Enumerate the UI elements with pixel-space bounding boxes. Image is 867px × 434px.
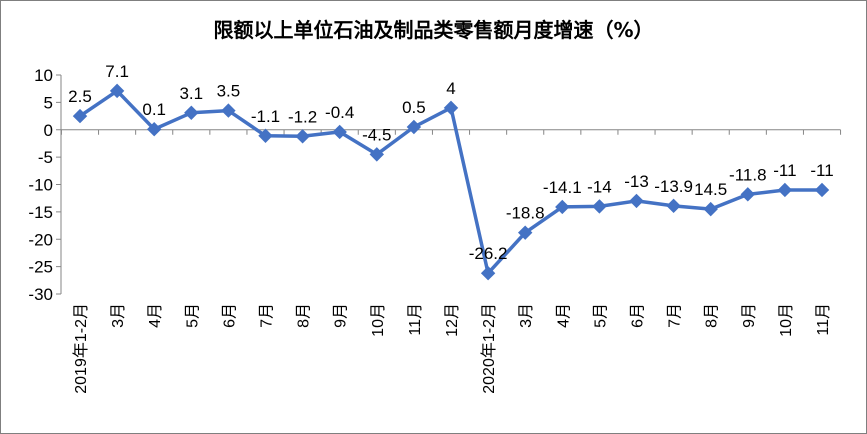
data-point	[295, 129, 310, 144]
data-label: 7.1	[105, 62, 129, 81]
x-tick-label: 12月	[444, 303, 461, 337]
data-point	[369, 147, 385, 162]
x-tick-label: 7月	[259, 303, 276, 328]
x-tick-label: 7月	[667, 303, 684, 328]
data-label: 4	[446, 79, 455, 98]
x-tick-label: 5月	[592, 303, 609, 328]
chart-title: 限额以上单位石油及制品类零售额月度增速（%）	[213, 18, 654, 42]
x-tick-label: 9月	[741, 303, 758, 328]
data-label: -18.8	[506, 204, 545, 223]
data-point	[221, 103, 236, 118]
y-tick-label: 10	[34, 66, 53, 85]
data-label: -14.1	[543, 178, 582, 197]
x-tick-label: 11月	[815, 303, 832, 336]
data-point	[592, 199, 607, 214]
x-tick-label: 9月	[333, 303, 350, 328]
x-tick-label: 8月	[704, 303, 721, 328]
y-tick-label: 0	[44, 121, 53, 140]
data-point	[184, 105, 199, 120]
data-label: -13.9	[654, 177, 693, 196]
data-point	[703, 201, 718, 217]
x-tick-label: 3月	[518, 303, 535, 328]
data-point	[332, 124, 347, 140]
data-label: 14.5	[694, 180, 727, 199]
data-point	[480, 265, 496, 281]
series	[72, 83, 830, 281]
x-tick-label: 4月	[147, 303, 164, 328]
x-tick-label: 2019年1-2月	[72, 303, 90, 394]
x-tick-label: 8月	[296, 303, 313, 328]
y-tick-label: -25	[28, 258, 53, 277]
data-label: -11.8	[729, 165, 767, 184]
y-axis: 10 5 0 -5 -10 -15 -20 -25 -30	[28, 66, 62, 304]
data-label: 0.5	[402, 98, 426, 117]
x-tick-label: 10月	[370, 303, 387, 337]
data-point	[517, 225, 533, 240]
y-tick-label: -10	[28, 176, 53, 195]
y-tick-label: 5	[44, 93, 53, 112]
data-point	[72, 108, 88, 124]
data-label: -26.2	[469, 244, 508, 263]
data-labels: 2.5 7.1 0.1 3.1 3.5 -1.1 -1.2 -0.4 -4.5 0.5 4 -26.2…	[68, 62, 833, 263]
y-tick-label: -20	[28, 230, 53, 249]
y-tick-label: -5	[38, 148, 53, 167]
data-label: 0.1	[142, 100, 166, 119]
data-label: -1.1	[251, 107, 280, 126]
data-point	[629, 193, 644, 209]
x-tick-label: 6月	[221, 303, 238, 328]
data-point	[258, 128, 273, 143]
data-label: 3.1	[179, 84, 203, 103]
x-tick-label: 3月	[110, 303, 127, 328]
data-point	[740, 187, 756, 202]
x-tick-label: 6月	[630, 303, 647, 328]
data-point	[146, 121, 162, 137]
y-tick-label: -30	[28, 285, 53, 304]
x-tick-label: 5月	[184, 303, 201, 328]
y-tick-label: -15	[28, 203, 53, 222]
data-point	[109, 83, 125, 99]
data-label: -14	[587, 177, 612, 196]
data-point	[814, 182, 830, 198]
data-label: -13	[624, 172, 649, 191]
data-label: 3.5	[217, 82, 241, 101]
data-label: -1.2	[288, 107, 317, 126]
data-label: -11	[810, 161, 833, 180]
x-tick-label: 2020年1-2月	[480, 303, 498, 394]
x-tick-label: 10月	[778, 303, 795, 337]
x-tick-label: 4月	[555, 303, 572, 328]
data-label: -11	[773, 161, 796, 180]
data-point	[555, 199, 570, 215]
data-label: -0.4	[325, 103, 354, 122]
data-point	[666, 198, 681, 214]
data-label: 2.5	[68, 87, 92, 106]
x-tick-label: 11月	[407, 303, 424, 336]
data-point	[406, 119, 422, 135]
data-label: -4.5	[362, 125, 391, 144]
data-point	[777, 182, 793, 198]
x-axis: 2019年1-2月 3月 4月 5月 6月 7月 8月 9月 10月 11月 12月 2020年1-2…	[60, 129, 842, 394]
data-point	[443, 100, 459, 116]
